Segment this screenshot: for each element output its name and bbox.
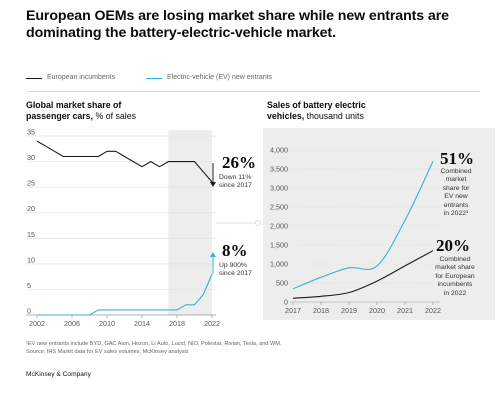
legend-label-incumbents: European incumbents [47,74,116,81]
right-y-tick-label: 0 [284,298,288,307]
right-callout-bottom-line3: for European [435,272,475,280]
right-chart-title-line2: vehicles, [267,111,305,121]
source-note: Source: IHS Markit data for EV sales vol… [26,349,189,355]
right-callout-top-line2: market [445,176,467,184]
right-callout-top-line4: EV new [444,193,468,201]
legend-label-entrants: Electric-vehicle (EV) new entrants [167,74,273,81]
left-callout-top-value: 26% [222,153,256,172]
left-y-tick-label: 0 [27,307,31,316]
right-x-tick-label: 2019 [341,306,357,315]
footnote: ¹EV new entrants include BYD, GAC Aion, … [26,341,282,347]
left-callout-top-line1: Down 11% [219,174,252,181]
right-callout-bottom-line5: in 2022 [443,289,467,297]
right-y-tick-label: 2,500 [270,203,288,212]
left-y-tick-label: 25 [27,179,35,188]
right-x-tick-label: 2017 [285,306,301,315]
left-y-tick-label: 15 [27,230,35,239]
right-callout-bottom-line4: incumbents [437,281,473,289]
right-x-tick-label: 2020 [369,306,385,315]
right-x-tick-label: 2018 [313,306,329,315]
left-y-tick-label: 35 [27,128,35,137]
right-chart-title: Sales of battery electric vehicles, thou… [267,100,366,122]
left-y-tick-label: 5 [27,281,31,290]
right-y-tick-label: 500 [276,279,288,288]
left-x-tick-label: 2006 [64,319,80,328]
left-down-arrow-head [210,182,216,187]
legend-divider [26,91,480,92]
left-x-tick-label: 2014 [134,319,150,328]
right-y-tick-label: 1,500 [270,241,288,250]
left-y-tick-label: 10 [27,255,35,264]
left-series-entrants-line [37,273,213,316]
right-x-tick-label: 2021 [397,306,413,315]
right-x-tick-label: 2022 [425,306,441,315]
left-series-incumbents-line [36,140,213,183]
left-chart-title-unit: % of sales [95,111,137,121]
right-callout-bottom-line1: Combined [439,256,471,263]
left-callout-bottom-value: 8% [222,241,248,260]
right-series-incumbents-line [292,250,434,299]
right-y-tick-label: 1,000 [270,260,288,269]
headline: European OEMs are losing market share wh… [26,8,449,41]
legend-swatch-entrants [146,77,162,79]
left-callout-bottom-line1: Up 900% [219,262,247,269]
right-chart-title-unit: thousand units [306,111,364,121]
left-highlight-band [168,130,212,315]
right-y-tick-label: 2,000 [270,222,288,231]
left-x-tick-label: 2018 [169,319,185,328]
legend-swatch-incumbents [26,77,42,79]
right-y-tick-label: 3,000 [270,184,288,193]
right-y-tick-label: 4,000 [270,146,288,155]
left-x-tick-label: 2010 [99,319,115,328]
right-callout-top-line5: entrants [443,201,469,209]
left-callout-bottom-note: Up 900% since 2017 [219,262,271,279]
left-callout-top-note: Down 11% since 2017 [219,174,271,191]
left-x-tick-label: 2022 [204,319,220,328]
left-callout-bottom-line2: since 2017 [219,270,252,278]
left-chart-title: Global market share of passenger cars, %… [26,100,136,122]
left-callout-top-line2: since 2017 [219,182,252,190]
right-callout-top-line6: in 2022¹ [443,210,469,218]
left-y-tick-label: 20 [27,204,35,213]
right-callout-top-line3: share for [442,184,470,192]
brand-name: McKinsey & Company [26,371,91,378]
right-panel-background [263,128,495,320]
left-chart-title-line1: Global market share of [26,100,122,110]
right-series-entrants-line [292,161,434,290]
left-up-arrow-head [210,252,216,257]
left-chart-title-line2: passenger cars, [26,111,93,121]
right-chart-title-line1: Sales of battery electric [267,100,366,110]
right-y-tick-label: 3,500 [270,165,288,174]
right-callout-bottom-note: Combined market share for European incum… [420,256,490,298]
panel-connector-dot [254,219,261,226]
right-callout-bottom-value: 20% [436,236,470,255]
right-callout-top-value: 51% [440,149,474,168]
left-x-tick-label: 2002 [29,319,45,328]
right-callout-bottom-line2: market share [435,264,475,272]
right-callout-top-note: Combined market share for EV new entrant… [426,168,486,218]
left-y-tick-label: 30 [27,153,35,162]
right-callout-top-line1: Combined [440,168,472,175]
